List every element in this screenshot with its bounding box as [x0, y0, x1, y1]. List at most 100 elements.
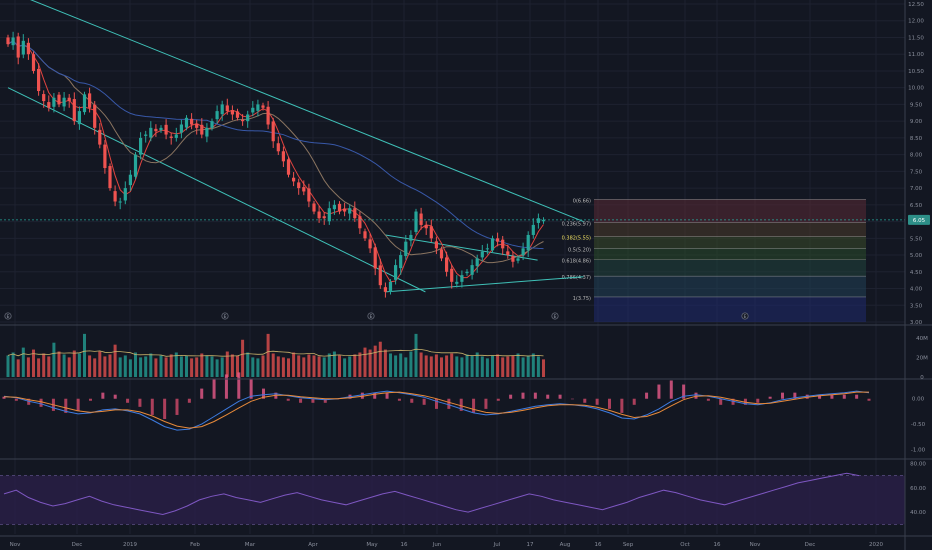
candle-body: [506, 251, 510, 256]
candle-body: [113, 191, 117, 202]
candle-body: [348, 208, 352, 214]
volume-bar: [404, 357, 408, 377]
candle-body: [511, 256, 515, 262]
macd-histogram-bar: [533, 392, 537, 399]
volume-bar: [241, 339, 245, 377]
macd-histogram-bar: [756, 398, 760, 403]
candle-body: [353, 208, 357, 219]
macd-histogram-bar: [360, 392, 364, 399]
candle-body: [72, 99, 76, 122]
time-tick-label: Jun: [432, 542, 442, 548]
candle-body: [541, 219, 546, 222]
earnings-marker: [741, 312, 749, 320]
earnings-marker-label: E: [370, 314, 373, 319]
volume-bar: [414, 333, 418, 377]
price-tick-label: 7.50: [910, 169, 923, 175]
macd-tick-label: 0.00: [912, 397, 925, 403]
price-tick-label: 12.50: [908, 2, 924, 8]
signal-line: [3, 391, 869, 429]
fib-level-label: 0.236(5.97): [562, 222, 591, 228]
macd-histogram-bar: [397, 398, 401, 401]
earnings-marker: [551, 312, 559, 320]
candle-body: [159, 127, 163, 131]
macd-histogram-bar: [595, 398, 599, 405]
macd-histogram-bar: [694, 392, 698, 399]
candle-body: [6, 37, 10, 45]
time-tick-label: 16: [401, 542, 408, 548]
volume-bar: [83, 333, 86, 377]
macd-histogram-bar: [632, 398, 636, 405]
candle-body: [368, 239, 372, 249]
volume-bar: [57, 351, 61, 377]
earnings-marker-label: E: [744, 314, 747, 319]
macd-histogram-bar: [484, 398, 488, 409]
volume-bar: [88, 355, 92, 377]
candle-body: [409, 234, 413, 241]
volume-bar: [195, 357, 199, 377]
volume-bar: [327, 353, 331, 377]
volume-bar: [67, 357, 71, 377]
volume-ma-line: [7, 348, 544, 357]
candle-body: [312, 203, 316, 212]
current-price-text: 6.05: [913, 218, 926, 224]
candle-body: [57, 94, 61, 105]
volume-bars: [6, 333, 545, 377]
candle-body: [11, 37, 15, 46]
candle-body: [439, 249, 444, 259]
price-tick-label: 10.00: [908, 86, 924, 92]
candle-body: [128, 174, 132, 186]
macd-histogram-bar: [200, 388, 204, 399]
volume-bar: [332, 351, 336, 377]
macd-histogram-bar: [323, 398, 327, 403]
macd-histogram-bar: [657, 384, 661, 399]
candle-body: [373, 247, 377, 269]
candle-body: [133, 154, 138, 177]
macd-histogram-bar: [163, 398, 167, 419]
macd-histogram-bar: [422, 398, 426, 405]
fib-level-label: 0.5(5.20): [568, 247, 591, 253]
volume-bar: [496, 354, 500, 377]
fib-zone: [594, 199, 866, 223]
volume-bar: [455, 356, 459, 377]
volume-bar: [292, 352, 296, 377]
axes[interactable]: 12.50 12.00 11.50 11.00 10.50 10.00 9.50 9.00 8.…: [4, 2, 930, 548]
volume-bar: [144, 356, 148, 377]
volume-bar: [506, 356, 510, 377]
candle-body: [383, 287, 387, 292]
volume-bar: [475, 352, 479, 377]
macd-histogram-bar: [855, 394, 859, 399]
price-tick-label: 12.00: [908, 19, 924, 25]
volume-bar: [399, 353, 403, 377]
candle-body: [363, 231, 367, 239]
volume-bar: [312, 355, 316, 377]
candle-body: [256, 104, 260, 111]
candle-body: [281, 151, 285, 162]
fib-level-label: 0.786(4.37): [562, 275, 591, 281]
macd-histogram-bar: [311, 398, 315, 403]
candle-body: [445, 257, 449, 272]
candle-body: [276, 143, 280, 152]
volume-bar: [103, 356, 107, 377]
volume-bar: [169, 354, 173, 377]
time-tick-label: Dec: [805, 542, 816, 548]
macd-tick-label: -1.00: [911, 447, 926, 453]
macd-tick-label: -0.50: [911, 422, 926, 428]
candle-body: [88, 93, 92, 108]
macd-histogram-bar: [410, 398, 414, 403]
macd-histogram-bar: [768, 396, 772, 399]
volume-bar: [113, 344, 117, 377]
time-tick-label: Dec: [72, 542, 83, 548]
price-tick-label: 8.00: [910, 153, 923, 159]
volume-bar: [378, 341, 382, 377]
candle-body: [251, 107, 255, 113]
volume-bar: [128, 359, 132, 377]
macd-histogram-bar: [212, 378, 216, 399]
volume-bar: [134, 352, 137, 377]
macd-histogram-bar: [385, 392, 389, 399]
volume-bar: [174, 352, 178, 377]
macd-histogram-bar: [435, 398, 438, 409]
macd-histogram-bar: [706, 398, 710, 401]
volume-bar: [32, 349, 35, 377]
macd-histogram-bar: [818, 394, 822, 399]
candle-body: [118, 201, 122, 203]
